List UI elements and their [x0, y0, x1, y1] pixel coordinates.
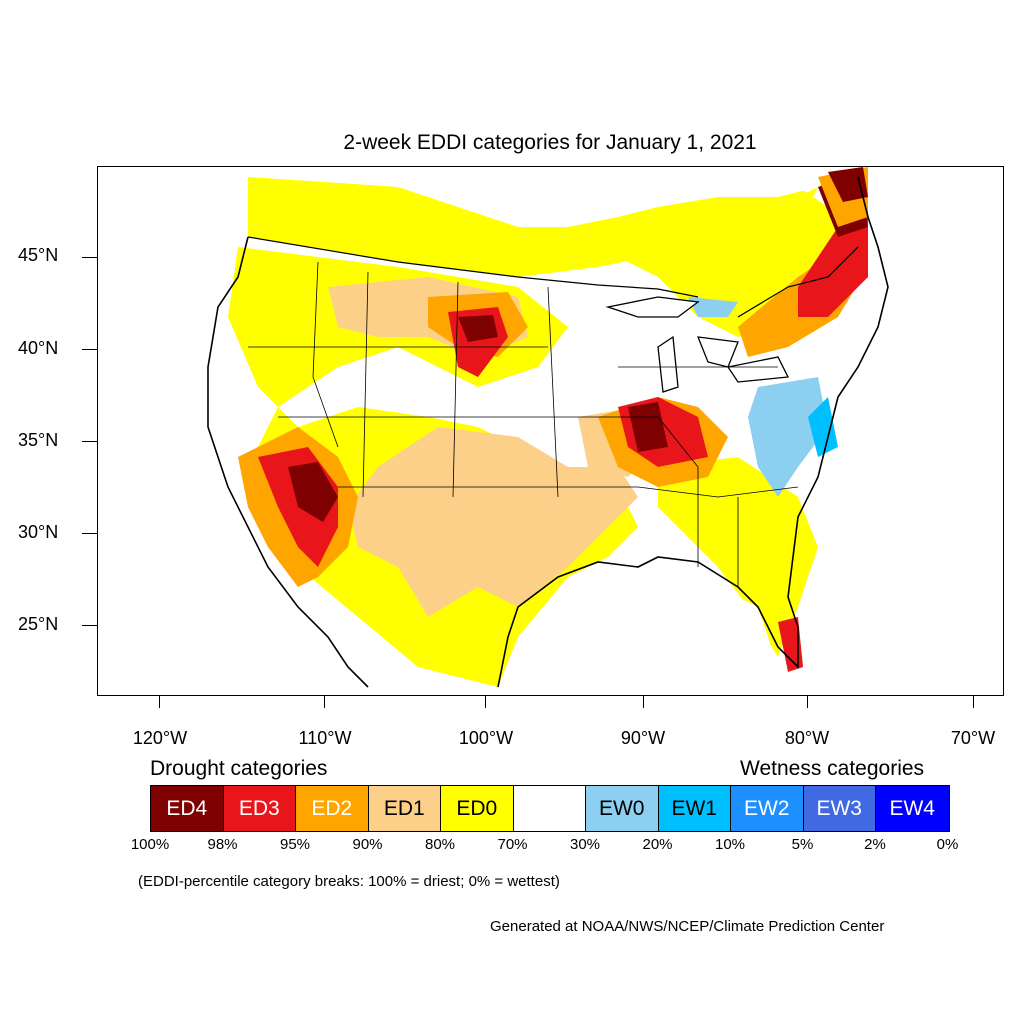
map-title: 2-week EDDI categories for January 1, 20… [343, 131, 757, 154]
lon-tick [159, 696, 160, 708]
legend-box-ew1: EW1 [658, 786, 731, 831]
wetness-heading: Wetness categories [740, 757, 925, 780]
legend-break-label: 2% [864, 836, 886, 853]
legend-break-label: 70% [497, 836, 528, 853]
ed4-region-il [628, 402, 668, 452]
legend-break-label: 30% [569, 836, 601, 853]
legend-break-label: 5% [791, 836, 814, 853]
ed4-region-az [288, 462, 338, 522]
legend-box-ed4: ED4 [151, 786, 224, 831]
ew0-region-midatl [748, 377, 828, 497]
lon-tick [973, 696, 974, 708]
legend-break-label: 98% [207, 836, 238, 853]
gulf-of-mexico [498, 577, 797, 695]
state-boundaries [248, 261, 799, 587]
lon-tick [807, 696, 808, 708]
ed1-region-plains [348, 427, 638, 617]
lon-label-120w: 120°W [132, 728, 188, 748]
ew0-region-mi [688, 297, 738, 317]
legend-box-near-normal [513, 786, 586, 831]
canada-yellow [248, 177, 818, 277]
lat-tick [82, 257, 97, 258]
lon-label-110w: 110°W [298, 728, 352, 748]
ed3-region-fl [778, 617, 803, 672]
legend-box-ed3: ED3 [223, 786, 296, 831]
lat-label-40n: 40°N [18, 338, 59, 358]
lat-tick [82, 625, 97, 626]
legend-box-ew3: EW3 [803, 786, 876, 831]
canada-ne-dark [828, 167, 868, 202]
legend-box-ew4: EW4 [876, 786, 949, 831]
lon-label-70w: 70°W [950, 728, 996, 748]
pacific [98, 167, 356, 695]
legend-color-bar: ED4 ED3 ED2 ED1 ED0 EW0 EW1 EW2 EW3 EW4 [150, 785, 950, 832]
coastline [207, 176, 889, 688]
ed3-region-ne [798, 207, 868, 317]
lon-label-80w: 80°W [784, 728, 830, 748]
legend-break-label: 90% [352, 836, 383, 853]
legend-box-ew0: EW0 [586, 786, 659, 831]
lon-tick [643, 696, 644, 708]
great-lakes [605, 296, 790, 393]
lat-label-25n: 25°N [18, 614, 59, 634]
lat-tick [82, 349, 97, 350]
atlantic [818, 267, 1003, 695]
lat-tick [82, 533, 97, 534]
lat-label-45n: 45°N [18, 245, 59, 265]
legend-break-label: 80% [424, 836, 456, 853]
canada-border [247, 236, 859, 318]
legend-break-label: 20% [642, 836, 673, 853]
legend-box-ed0: ED0 [441, 786, 514, 831]
lon-label-90w: 90°W [620, 728, 666, 748]
legend-break-label: 0% [936, 836, 959, 853]
drought-heading: Drought categories [150, 757, 328, 780]
legend-box-ed2: ED2 [296, 786, 369, 831]
category-note: (EDDI-percentile category breaks: 100% =… [138, 873, 560, 890]
lon-tick [485, 696, 486, 708]
lon-label-100w: 100°W [458, 728, 514, 748]
legend-break-label: 10% [714, 836, 746, 853]
eddi-map-canvas [98, 167, 1003, 695]
legend-box-ed1: ED1 [368, 786, 441, 831]
legend-box-ew2: EW2 [731, 786, 804, 831]
legend-break-label: 95% [279, 836, 311, 853]
lon-tick [324, 696, 325, 708]
legend-break-label: 100% [130, 836, 170, 853]
lat-label-35n: 35°N [18, 430, 59, 450]
lat-label-30n: 30°N [18, 522, 59, 542]
ew1-region-midatl [808, 397, 838, 457]
credit-line: Generated at NOAA/NWS/NCEP/Climate Predi… [490, 918, 885, 935]
lat-tick [82, 441, 97, 442]
eddi-map [97, 166, 1004, 696]
ed4-region-nd [458, 315, 498, 342]
